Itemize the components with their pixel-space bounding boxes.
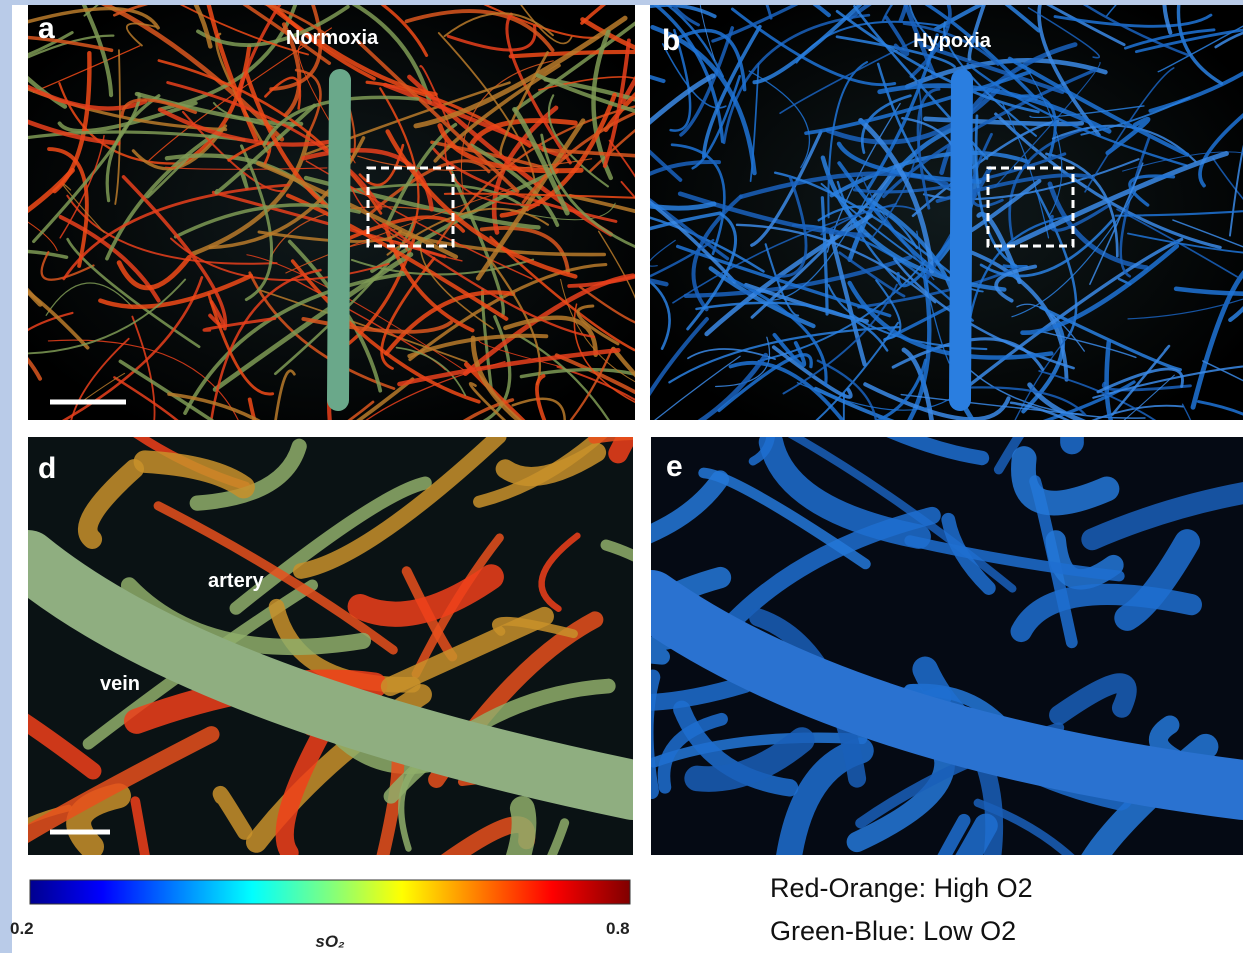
panel-letter: a xyxy=(38,12,55,45)
vein xyxy=(338,80,340,400)
top-strip xyxy=(0,0,1243,5)
vein xyxy=(960,80,962,400)
panel-title: Normoxia xyxy=(286,27,379,49)
colorbar xyxy=(30,880,630,904)
annotation: vein xyxy=(100,673,140,695)
panel-title: Hypoxia xyxy=(913,30,992,52)
colorbar-label: sO₂ xyxy=(315,932,345,951)
vessel xyxy=(646,677,653,791)
figure: a Normoxia b Hypoxia d artery vein e 0.2… xyxy=(0,0,1243,953)
panel-letter: e xyxy=(666,450,683,483)
annotation: artery xyxy=(208,570,264,592)
colorbar-max: 0.8 xyxy=(606,919,630,938)
panel-letter: d xyxy=(38,452,56,485)
legend-text: Red-Orange: High O2 xyxy=(770,873,1033,903)
panel-letter: b xyxy=(662,24,680,57)
side-strip xyxy=(0,0,12,953)
colorbar-min: 0.2 xyxy=(10,919,34,938)
legend-text: Green-Blue: Low O2 xyxy=(770,916,1016,946)
